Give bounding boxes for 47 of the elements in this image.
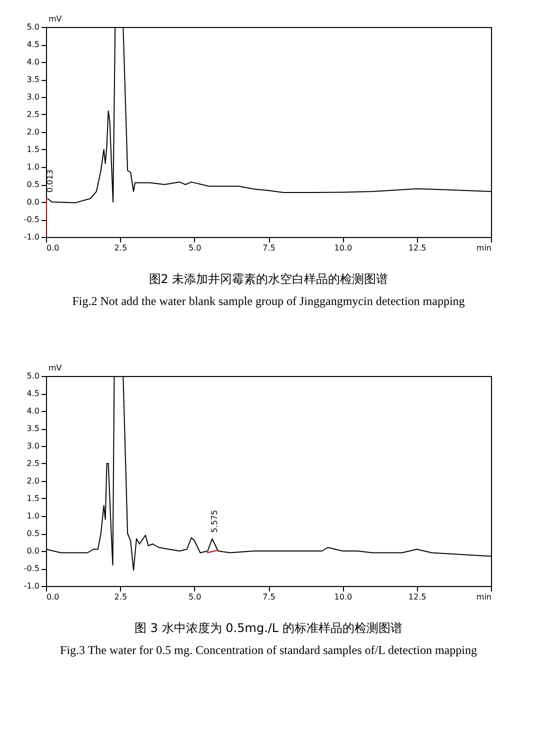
x-tick-label: 5.0 [188, 244, 202, 252]
y-tick-label: 1.0 [26, 162, 40, 172]
y-tick-label: 3.0 [26, 92, 40, 102]
y-tick-label: 4.5 [26, 40, 40, 49]
annotation: 5.575 [210, 510, 220, 533]
x-tick-label: 12.5 [408, 244, 426, 252]
y-tick-label: 4.0 [26, 406, 40, 416]
x-tick-label: 7.5 [262, 244, 276, 252]
x-tick-label: 0.0 [46, 244, 60, 252]
y-tick-label: 0.0 [26, 546, 40, 556]
y-tick-label: 3.5 [26, 75, 40, 84]
x-tick-label: 5.0 [188, 592, 202, 602]
x-tick-label: min [476, 592, 492, 602]
y-tick-label: 2.5 [26, 110, 40, 119]
x-tick-label: 0.0 [46, 592, 60, 602]
x-tick-label: 12.5 [408, 592, 426, 602]
x-tick-label: 2.5 [114, 244, 128, 252]
y-tick-label: 1.5 [26, 145, 40, 154]
y-tick-label: 4.5 [26, 389, 40, 398]
text: Fig.3 The water for 0.5 mg. Concentration of standard samples of/L detection mapping [60, 643, 477, 657]
y-tick-label: 0.0 [26, 198, 40, 206]
x-tick-label: 2.5 [114, 592, 128, 602]
y-axis-title: mV [48, 14, 62, 24]
y-tick-label: -1.0 [24, 232, 40, 242]
y-tick-label: 2.5 [26, 459, 40, 468]
y-tick-label: 0.5 [26, 529, 40, 538]
y-axis-title: mV [48, 364, 62, 372]
text: 图 3 水中浓度为 0.5mg./L 的标准样品的检测图谱 [134, 621, 402, 635]
y-tick-label: 1.5 [26, 494, 40, 503]
x-tick-label: 7.5 [262, 592, 276, 602]
y-tick-label: 4.0 [26, 58, 40, 66]
y-tick-label: 3.5 [26, 424, 40, 433]
x-tick-label: 10.0 [334, 592, 352, 602]
y-tick-label: 2.0 [26, 476, 40, 486]
text: Fig.2 Not add the water blank sample group of Jinggangmycin detection mapping [72, 294, 465, 308]
y-tick-label: 3.0 [26, 442, 40, 450]
y-tick-label: 5.0 [26, 22, 40, 32]
y-tick-label: 0.5 [26, 180, 40, 189]
y-tick-label: -0.5 [24, 564, 40, 573]
y-tick-label: 1.0 [26, 512, 40, 520]
y-tick-label: 2.0 [26, 128, 40, 136]
y-tick-label: 5.0 [26, 372, 40, 380]
y-tick-label: -1.0 [24, 582, 40, 590]
text: 图2 未添加井冈霉素的水空白样品的检测图谱 [148, 272, 388, 286]
y-tick-label: -0.5 [24, 215, 40, 224]
x-tick-label: 10.0 [334, 244, 352, 252]
x-tick-label: min [476, 244, 492, 252]
